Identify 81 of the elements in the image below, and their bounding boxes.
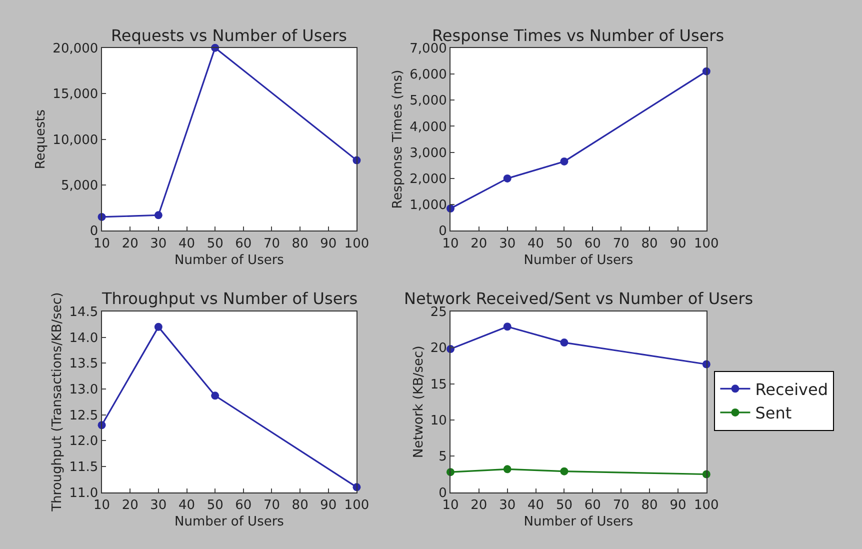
point (560, 157, 568, 166)
x-tick-label: 100 (344, 236, 370, 252)
x-tick-label: 90 (670, 236, 686, 252)
x-tick-label: 80 (292, 236, 308, 252)
point (560, 467, 568, 476)
x-tick-label: 40 (178, 498, 196, 513)
x-axis-title: Number of Users (524, 252, 634, 268)
point (503, 322, 512, 331)
x-tick-label: 70 (612, 498, 630, 513)
x-tick-label: 90 (320, 236, 337, 252)
x-tick-label: 100 (344, 498, 370, 513)
y-axis-title: Requests (34, 109, 49, 170)
y-tick-label: 1,000 (410, 198, 447, 214)
point (154, 211, 162, 220)
x-tick-label: 50 (206, 236, 224, 252)
y-tick-label: 0 (438, 224, 447, 240)
y-tick-label: 13.0 (69, 382, 98, 398)
x-tick-label: 80 (641, 236, 658, 252)
x-tick-label: 50 (556, 498, 573, 513)
y-tick-label: 6,000 (410, 67, 447, 82)
x-tick-label: 80 (641, 498, 658, 513)
legend-label: Sent (755, 404, 792, 423)
legend-label: Received (755, 380, 828, 399)
y-tick-label: 15 (430, 377, 447, 392)
y-tick-label: 5,000 (60, 178, 98, 194)
y-tick-label: 0 (438, 486, 447, 501)
x-axis-title: Number of Users (524, 514, 634, 530)
x-tick-label: 30 (150, 498, 167, 513)
x-axis-title: Number of Users (174, 514, 284, 530)
x-tick-label: 60 (235, 236, 252, 252)
y-tick-label: 20 (430, 341, 447, 356)
x-tick-label: 50 (556, 236, 573, 252)
x-tick-label: 50 (206, 498, 224, 513)
y-axis-title: Throughput (Transactions/KB/sec) (50, 292, 66, 512)
y-tick-label: 10 (430, 414, 447, 429)
x-tick-label: 90 (670, 498, 686, 513)
y-axis-title: Network (KB/sec) (411, 346, 426, 458)
x-tick-label: 70 (612, 236, 630, 252)
x-tick-label: 70 (263, 498, 280, 513)
y-tick-label: 14.0 (69, 330, 98, 346)
y-tick-label: 4,000 (410, 120, 447, 135)
x-tick-label: 60 (235, 498, 252, 513)
x-tick-label: 100 (694, 236, 719, 252)
y-tick-label: 14.5 (69, 304, 98, 320)
point (503, 174, 512, 182)
x-tick-label: 40 (178, 236, 196, 252)
x-tick-label: 20 (470, 236, 488, 252)
x-tick-label: 30 (499, 498, 516, 513)
y-tick-label: 11.5 (69, 460, 98, 476)
y-tick-label: 2,000 (410, 172, 447, 187)
x-tick-label: 30 (150, 236, 167, 252)
x-tick-label: 40 (528, 236, 544, 252)
point (560, 338, 568, 347)
y-tick-label: 13.5 (69, 356, 98, 372)
y-tick-label: 10,000 (52, 132, 98, 148)
y-tick-label: 3,000 (410, 146, 447, 161)
y-tick-label: 12.5 (69, 408, 98, 424)
y-tick-label: 5 (438, 450, 447, 465)
x-tick-label: 60 (584, 498, 601, 513)
y-tick-label: 20,000 (52, 41, 98, 56)
x-tick-label: 30 (499, 236, 516, 252)
x-tick-label: 40 (528, 498, 544, 513)
x-tick-label: 100 (694, 498, 719, 513)
y-tick-label: 5,000 (410, 94, 447, 109)
chart-title: Requests vs Number of Users (111, 26, 347, 45)
x-tick-label: 20 (122, 236, 138, 252)
x-tick-label: 60 (584, 236, 601, 252)
x-tick-label: 20 (122, 498, 138, 513)
point (503, 465, 512, 474)
y-tick-label: 15,000 (52, 87, 98, 102)
point (154, 322, 162, 331)
x-tick-label: 90 (320, 498, 337, 513)
x-tick-label: 80 (292, 498, 308, 513)
point (211, 392, 220, 400)
y-tick-label: 12.0 (69, 434, 98, 450)
x-tick-label: 20 (470, 498, 488, 513)
y-axis-title: Response Times (ms) (390, 70, 406, 209)
chart-title: Throughput vs Number of Users (101, 289, 358, 308)
y-tick-label: 7,000 (410, 41, 447, 56)
x-axis-title: Number of Users (174, 252, 284, 268)
x-tick-label: 70 (263, 236, 280, 252)
